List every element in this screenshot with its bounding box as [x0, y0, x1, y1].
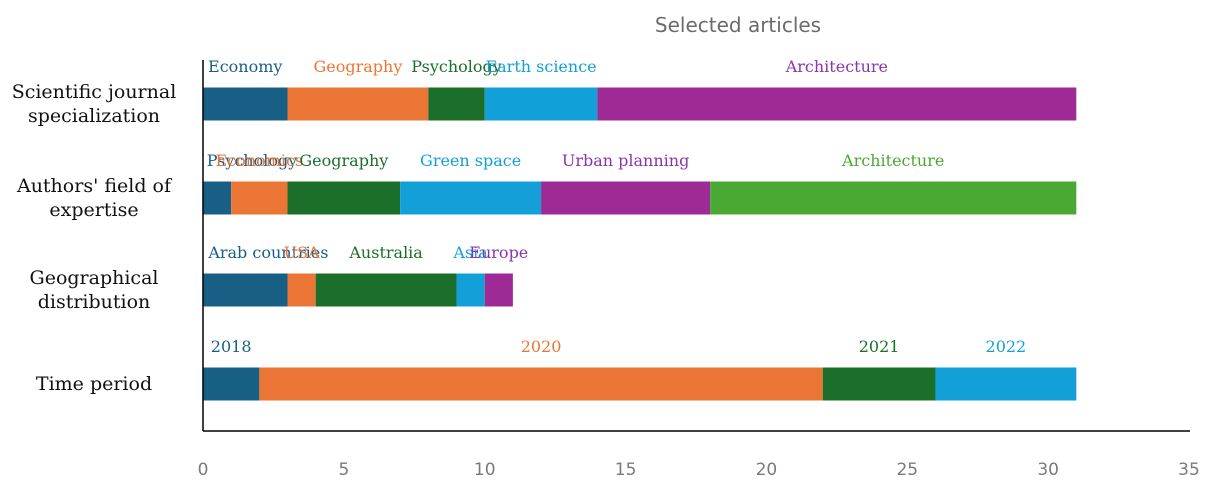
chart-title: Selected articles: [655, 13, 821, 37]
segment-label: Architecture: [785, 57, 888, 76]
bar-segment: [484, 273, 513, 307]
segment-label: USA: [284, 243, 320, 262]
bar-segment: [541, 181, 711, 215]
bar-segment: [315, 273, 457, 307]
segment-label: 2020: [521, 337, 562, 356]
segment-label: Arab countries: [207, 243, 328, 262]
segment-label: Psychology: [207, 151, 298, 170]
segment-label: Europe: [469, 243, 528, 262]
x-tick-labels-group: 0 5 10 15 20 25 30 35: [198, 460, 1200, 480]
bar-segment: [484, 87, 598, 121]
bar-segment: [710, 181, 1077, 215]
x-tick-label: 35: [1178, 460, 1200, 480]
segment-label: Urban planning: [562, 151, 689, 170]
category-label: Time period: [36, 373, 152, 395]
bar-segment: [428, 87, 485, 121]
bar-segment: [400, 181, 542, 215]
bar-segment: [287, 87, 429, 121]
bar-segment: [203, 273, 288, 307]
category-label: Authors' field of: [16, 175, 173, 197]
segment-label: Geography: [299, 151, 388, 170]
bar-segment: [259, 367, 823, 401]
bar-segment: [203, 181, 232, 215]
x-tick-label: 10: [474, 460, 496, 480]
category-label: distribution: [38, 291, 151, 313]
segment-label: 2018: [211, 337, 252, 356]
segment-label: Psychology: [411, 57, 502, 76]
bar-segment: [597, 87, 1077, 121]
bar-segment: [203, 367, 260, 401]
segment-label: Geography: [313, 57, 402, 76]
category-label: Geographical: [30, 267, 159, 289]
bar-segment: [287, 273, 316, 307]
category-label: specialization: [28, 105, 160, 127]
x-tick-label: 30: [1037, 460, 1059, 480]
category-label: expertise: [49, 199, 138, 221]
category-label: Scientific journal: [12, 81, 177, 103]
segment-label: Green space: [420, 151, 521, 170]
segment-label: Earth science: [485, 57, 596, 76]
segment-label: 2021: [859, 337, 900, 356]
x-tick-label: 15: [615, 460, 637, 480]
x-tick-label: 20: [756, 460, 778, 480]
bar-segment: [456, 273, 485, 307]
bar-segment: [822, 367, 936, 401]
segment-label: Asia: [452, 243, 488, 262]
bar-segment: [935, 367, 1077, 401]
x-tick-label: 0: [198, 460, 209, 480]
x-tick-label: 5: [338, 460, 349, 480]
bar-segment: [231, 181, 288, 215]
bar-segment: [203, 87, 288, 121]
segment-label: Economics: [216, 151, 304, 170]
x-tick-label: 25: [896, 460, 918, 480]
segment-label: Economy: [208, 57, 282, 76]
bar-segment: [287, 181, 401, 215]
segment-label: Architecture: [841, 151, 944, 170]
bars-group: [203, 87, 1077, 401]
segment-label: Australia: [348, 243, 423, 262]
segment-label: 2022: [986, 337, 1027, 356]
